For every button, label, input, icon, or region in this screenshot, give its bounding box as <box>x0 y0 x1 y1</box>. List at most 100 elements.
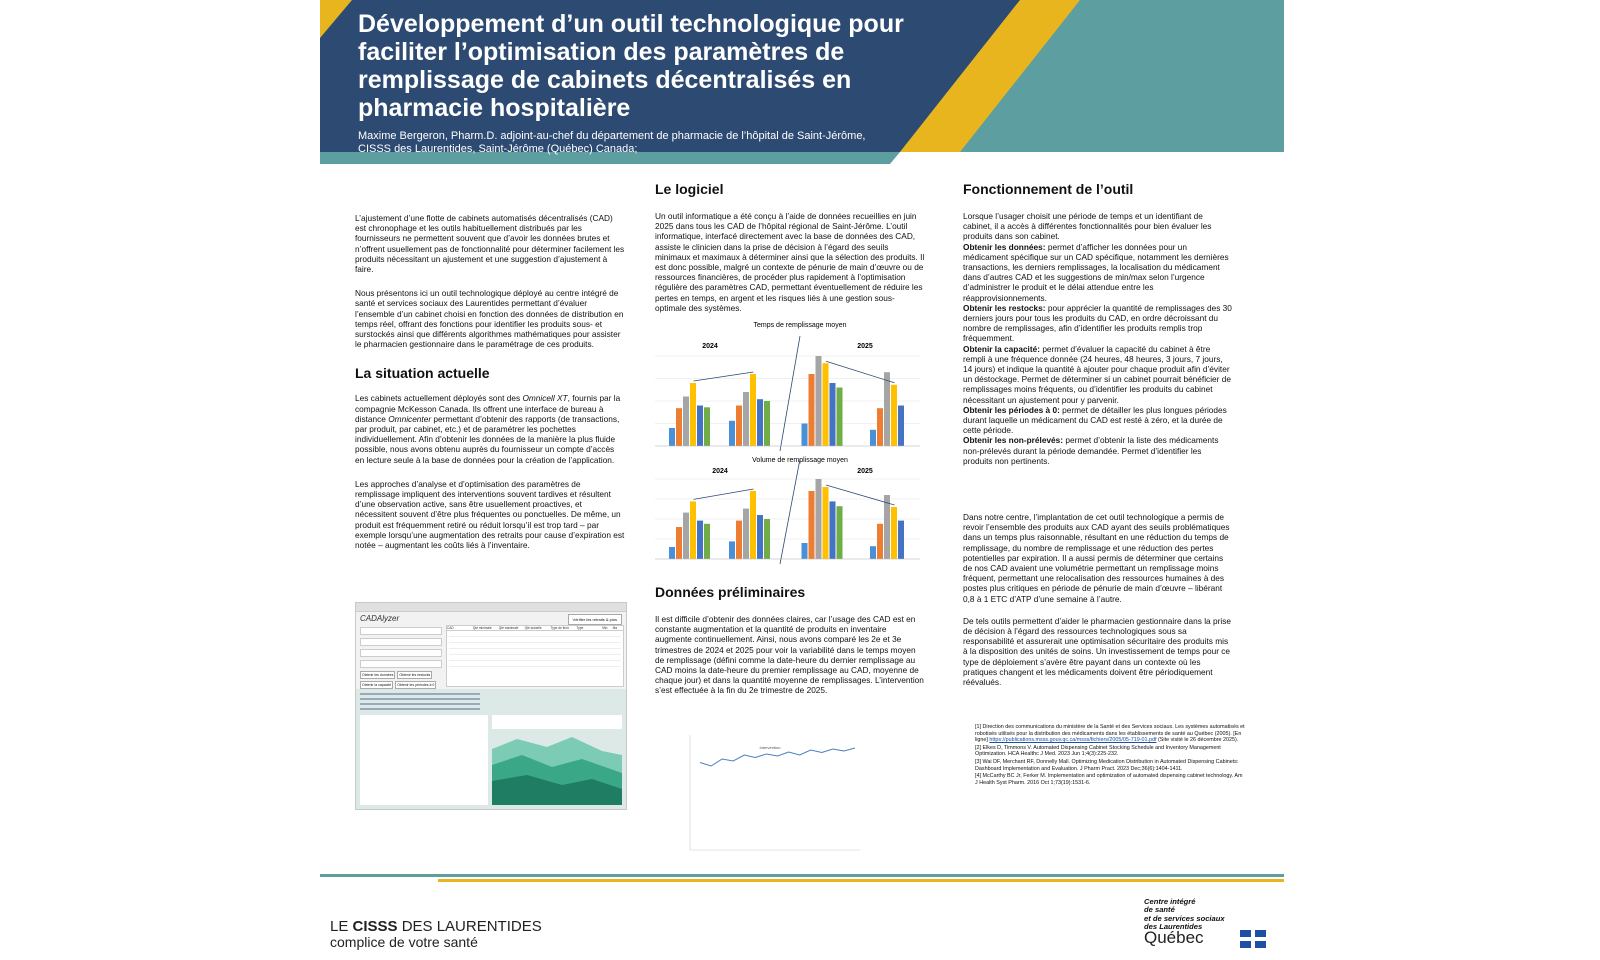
chart-volume-bar <box>884 495 890 559</box>
references: [1] Direction des communications du mini… <box>975 724 1245 787</box>
chart-temps-bar <box>884 372 890 446</box>
situation-heading: La situation actuelle <box>355 365 490 382</box>
chart-volume-bar <box>690 501 696 559</box>
tool-heading: Fonctionnement de l’outil <box>963 181 1134 197</box>
chart-temps-bar <box>764 401 770 446</box>
intro-paragraph-1: L’ajustement d’une flotte de cabinets au… <box>355 213 625 275</box>
chart-line-series <box>699 747 856 767</box>
results-section: Dans notre centre, l’implantation de cet… <box>963 512 1233 687</box>
app-check-button[interactable]: Vérifier les retraits & plus <box>567 614 622 625</box>
chart-volume-trend-line <box>693 488 754 500</box>
conclusion-paragraph: De tels outils permettent d’aider le pha… <box>963 615 1231 688</box>
quebec-wordmark: Québec <box>1144 927 1204 947</box>
cisss-slogan: complice de votre santé <box>330 934 478 950</box>
left-column: L’ajustement d’une flotte de cabinets au… <box>355 213 625 550</box>
chart-volume-bar <box>704 523 710 559</box>
tool-intro: Lorsque l’usager choisit une période de … <box>963 211 1212 242</box>
chart-volume-bar <box>801 543 808 559</box>
chart-volume-remplissage: Volume de remplissage moyen 2024 2025 <box>655 457 920 565</box>
chart-temps-bar <box>829 383 836 446</box>
app-button-periodes[interactable]: Obtenir les périodes à 0 <box>395 681 437 689</box>
preliminary-section: Données préliminaires Il est difficile d… <box>655 584 925 696</box>
tool-item-1: Obtenir les données: permet d’afficher l… <box>963 241 1229 303</box>
chart-temps-panel-label-1: 2025 <box>857 343 873 350</box>
chart-volume-bar <box>676 527 682 559</box>
chart-temps-bar <box>891 384 897 446</box>
poster-header: Développement d’un outil technologique p… <box>320 0 1284 172</box>
app-screenshot: CADAlyzer Vérifier les retraits & plus O… <box>355 602 627 810</box>
chart-temps-bar <box>736 405 742 446</box>
chart-temps-bar <box>808 374 815 446</box>
chart-temps-panel-label-0: 2024 <box>702 343 718 350</box>
chart-volume-bar <box>757 515 763 559</box>
software-paragraph: Un outil informatique a été conçu à l’ai… <box>655 211 925 313</box>
tool-item-2: Obtenir les restocks: pour apprécier la … <box>963 302 1232 344</box>
quebec-flag-icon <box>1240 930 1266 948</box>
chart-temps-bar <box>870 429 876 446</box>
app-area-chart <box>492 737 622 805</box>
chart-temps-title: Temps de remplissage moyen <box>754 322 847 329</box>
chart-temps-bar <box>683 396 689 446</box>
cisss-logo: LE CISSS DES LAURENTIDES complice de vot… <box>330 918 542 950</box>
intro-paragraph-2: Nous présentons ici un outil technologiq… <box>355 288 624 350</box>
chart-temps-bar <box>822 363 829 446</box>
poster-authors: Maxime Bergeron, Pharm.D. adjoint-au-che… <box>358 130 866 155</box>
chart-temps-trend-line <box>825 360 895 384</box>
chart-volume-bar <box>836 506 843 559</box>
chart-temps-bar <box>757 399 763 446</box>
chart-volume-panel-label-0: 2024 <box>712 468 728 475</box>
chart-volume-divider <box>779 458 801 565</box>
app-button-restocks[interactable]: Obtenir les restocks <box>397 671 433 679</box>
tool-item-5: Obtenir les non-prélevés: permet d’obten… <box>963 435 1219 466</box>
chart-volume-bar <box>829 501 836 559</box>
tool-item-4: Obtenir les périodes à 0: permet de déta… <box>963 404 1227 436</box>
chart-volume-bar <box>729 541 735 559</box>
header-banner <box>320 0 1284 164</box>
reference-4: [4] McCarthy BC Jr, Ferker M. Implementa… <box>975 773 1243 786</box>
chart-temps-bar <box>676 408 682 446</box>
chart-temps-bar <box>729 420 735 446</box>
chart-temps-bar <box>815 356 822 446</box>
chart-volume-bar <box>877 523 883 559</box>
preliminary-paragraph: Il est difficile d’obtenir des données c… <box>655 614 924 696</box>
chart-temps-bar <box>743 392 749 446</box>
poster-title: Développement d’un outil technologique p… <box>358 10 904 122</box>
chart-temps-divider <box>779 335 801 452</box>
reference-2: [2] Elkes D, Timmons V. Automated Dispen… <box>975 744 1221 758</box>
software-heading: Le logiciel <box>655 181 724 197</box>
chart-temps-bar <box>877 408 883 446</box>
middle-column: Le logiciel Un outil informatique a été … <box>655 181 925 313</box>
chart-volume-bar <box>891 507 897 559</box>
app-bottom-panel <box>356 689 626 809</box>
reference-3: [3] Wai DF, Merchant RF, Donnelly Mall. … <box>975 758 1239 772</box>
chart-volume-bar <box>697 520 703 559</box>
tool-item-3: Obtenir la capacité: permet d’évaluer la… <box>963 343 1231 405</box>
chart-volume-bar <box>669 547 675 559</box>
situation-paragraph-2: Les approches d’analyse et d’optimisatio… <box>355 478 625 551</box>
chart-volume-bar <box>764 519 770 559</box>
chart-volume-bar <box>898 520 904 559</box>
chart-volume-panel-label-1: 2025 <box>857 468 873 475</box>
chart-temps-bar <box>836 387 843 446</box>
app-button-capacite[interactable]: Obtenir la capacité <box>360 681 394 689</box>
chart-volume-bar <box>808 491 815 559</box>
chart-volume-bar <box>870 546 876 559</box>
chart-temps-remplissage: Temps de remplissage moyen 2024 2025 <box>655 322 920 452</box>
chart-volume-bar <box>683 512 689 559</box>
chart-volume-bar <box>750 491 756 559</box>
chart-temps-bar <box>690 383 696 446</box>
chart-temps-bar <box>801 423 808 446</box>
app-table: CAD Qté minimale Qté maximale Qté actuelle T… <box>446 625 624 687</box>
chart-temps-trend-line <box>693 371 754 382</box>
chart-volume-bar <box>743 508 749 559</box>
chart-volume-bar <box>736 520 742 559</box>
reference-1: [1] Direction des communications du mini… <box>975 724 1245 744</box>
chart-temps-bar <box>704 407 710 446</box>
quebec-logo: Centre intégré de santé et de services s… <box>1144 897 1274 947</box>
chart-line-intervention: Intervention <box>680 725 870 865</box>
app-button-donnees[interactable]: Obtenir les données <box>360 671 396 679</box>
chart-volume-bar <box>815 479 822 559</box>
reference-1-link[interactable]: https://publications.msss.gouv.qc.ca/mss… <box>989 737 1157 744</box>
footer-divider <box>320 874 1284 882</box>
right-column: Fonctionnement de l’outil Lorsque l’usag… <box>963 181 1233 466</box>
